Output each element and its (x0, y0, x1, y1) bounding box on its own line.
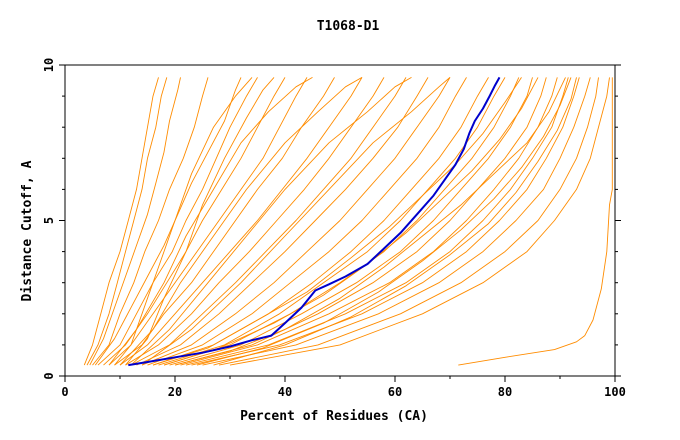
series-line-1 (83, 77, 159, 366)
series-line-3 (89, 77, 181, 366)
series-line-23 (191, 77, 580, 366)
x-tick-label: 0 (61, 385, 68, 399)
series-line-35 (213, 77, 577, 366)
series-line-13 (136, 77, 429, 366)
series-line-37 (152, 77, 522, 366)
x-tick-label: 60 (388, 385, 402, 399)
x-tick-label: 40 (278, 385, 292, 399)
series-line-30 (141, 77, 451, 366)
chart-title: T1068-D1 (317, 19, 380, 34)
highlight-series-line (128, 76, 501, 367)
plot-area (83, 76, 613, 367)
series-line-4 (92, 77, 209, 366)
series-line-25 (218, 77, 599, 366)
series-line-38 (458, 77, 613, 366)
y-tick-label: 5 (42, 217, 56, 224)
series-line-27 (108, 77, 313, 366)
series-line-2 (86, 77, 168, 366)
series-line-6 (97, 77, 258, 366)
series-line-5 (94, 77, 242, 366)
x-axis-title: Percent of Residues (CA) (240, 409, 428, 424)
x-tick-label: 20 (168, 385, 182, 399)
y-tick-label: 0 (42, 372, 56, 379)
series-line-26 (229, 77, 610, 366)
series-line-20 (174, 77, 547, 366)
series-line-28 (119, 77, 363, 366)
series-line-36 (163, 77, 539, 366)
y-axis-title: Distance Cutoff, A (20, 160, 35, 301)
y-tick-label: 10 (42, 58, 56, 72)
series-line-10 (119, 77, 363, 366)
series-line-18 (163, 77, 520, 366)
series-line-15 (147, 77, 467, 366)
series-line-8 (108, 77, 308, 366)
series-line-16 (152, 77, 489, 366)
x-tick-label: 100 (604, 385, 626, 399)
series-line-14 (141, 77, 451, 366)
series-line-12 (130, 77, 407, 366)
series-line-32 (125, 77, 275, 366)
series-line-21 (180, 77, 558, 366)
x-tick-label: 80 (498, 385, 512, 399)
series-line-34 (196, 77, 572, 366)
series-line-11 (125, 77, 385, 366)
series-line-9 (114, 77, 335, 366)
axis-ticks: 0 20 40 60 80 100 0 5 10 (42, 58, 626, 399)
series-line-7 (103, 77, 286, 366)
series-line-17 (158, 77, 506, 366)
series-line-31 (114, 77, 253, 366)
series-line-29 (130, 77, 412, 366)
series-line-24 (202, 77, 591, 366)
